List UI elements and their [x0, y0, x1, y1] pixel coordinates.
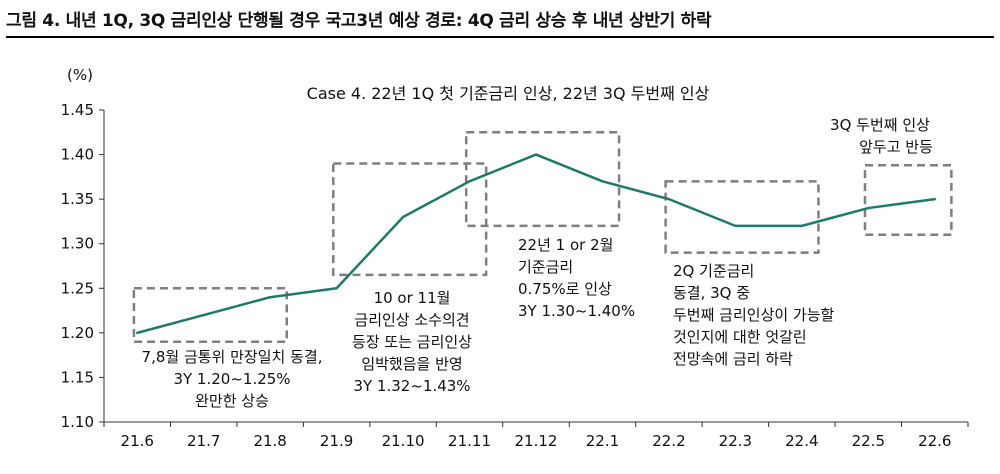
y-tick-label: 1.40 [61, 146, 94, 164]
annotation-texts: 7,8월 금통위 만장일치 동결, 3Y 1.20~1.25% 완만한 상승 10 o… [142, 116, 934, 410]
x-tick-label: 21.6 [121, 432, 154, 450]
annotation-text-line: 기준금리 [518, 258, 573, 276]
x-ticks: 21.6 21.7 21.8 21.9 21.10 21.11 21.12 22.1 22.2 2… [103, 422, 969, 450]
x-tick-label: 22.2 [652, 432, 685, 450]
y-tick-label: 1.35 [61, 190, 94, 208]
x-tick-label: 22.1 [586, 432, 619, 450]
annotation-text-line: 3Y 1.30~1.40% [518, 302, 635, 320]
title-divider [6, 36, 994, 38]
annotation-box [132, 287, 289, 344]
annotation-text-line: 두번째 금리인상이 가능할 [673, 306, 835, 324]
figure-title: 그림 4. 내년 1Q, 3Q 금리인상 단행될 경우 국고3년 예상 경로: … [6, 11, 712, 31]
y-tick-label: 1.45 [61, 101, 94, 119]
y-tick-label: 1.30 [61, 235, 94, 253]
x-tick-label: 21.10 [382, 432, 425, 450]
x-tick-label: 21.7 [187, 432, 220, 450]
data-series [135, 153, 937, 335]
y-ticks: 1.10 1.15 1.20 1.25 1.30 1.35 1.40 1.45 [61, 101, 104, 431]
annotation-text-line: 동결, 3Q 중 [673, 284, 750, 302]
annotation-text-line: 앞두고 반등 [859, 138, 933, 156]
annotation-text-line: 임박했음을 반영 [361, 355, 462, 373]
x-tick-label: 21.9 [320, 432, 353, 450]
annotation-text-line: 2Q 기준금리 [673, 262, 754, 280]
x-axis: 21.6 21.7 21.8 21.9 21.10 21.11 21.12 22.1 22.2 2… [103, 421, 969, 450]
x-tick-label: 22.5 [852, 432, 885, 450]
annotation-text-line: 3Q 두번째 인상 [830, 116, 930, 134]
y-tick-label: 1.15 [61, 368, 94, 386]
annotation-box [464, 131, 621, 228]
x-tick-label: 21.11 [448, 432, 491, 450]
y-tick-label: 1.25 [61, 279, 94, 297]
x-tick-label: 22.3 [719, 432, 752, 450]
annotation-text-line: 금리인상 소수의견 [354, 311, 469, 329]
annotation-box [332, 162, 488, 277]
y-tick-label: 1.10 [61, 413, 94, 431]
annotation-text-line: 22년 1 or 2월 [518, 236, 613, 254]
chart-title: Case 4. 22년 1Q 첫 기준금리 인상, 22년 3Q 두번째 인상 [307, 84, 710, 103]
annotation-text-line: 전망속에 금리 하락 [673, 350, 793, 368]
annotation-box [863, 164, 953, 237]
x-tick-label: 22.4 [785, 432, 818, 450]
annotation-text-line: 것인지에 대한 엇갈린 [673, 328, 807, 346]
annotation-text-line: 3Y 1.32~1.43% [353, 377, 470, 395]
y-axis: (%) 1.10 1.15 1.20 1.25 1.30 1.35 1.40 1.45 [61, 66, 105, 431]
x-tick-label: 22.6 [918, 432, 951, 450]
annotation-text-line: 등장 또는 금리인상 [352, 333, 472, 351]
annotation-box [664, 180, 820, 254]
x-tick-label: 21.12 [515, 432, 558, 450]
annotation-text-line: 완만한 상승 [195, 392, 269, 410]
annotation-text-line: 10 or 11월 [374, 289, 451, 307]
y-tick-label: 1.20 [61, 324, 94, 342]
annotation-boxes [132, 131, 953, 344]
annotation-text-line: 7,8월 금통위 만장일치 동결, [142, 348, 323, 366]
y-axis-unit: (%) [67, 66, 93, 84]
annotation-text-line: 3Y 1.20~1.25% [173, 370, 290, 388]
x-tick-label: 21.8 [253, 432, 286, 450]
annotation-text-line: 0.75%로 인상 [518, 280, 612, 298]
